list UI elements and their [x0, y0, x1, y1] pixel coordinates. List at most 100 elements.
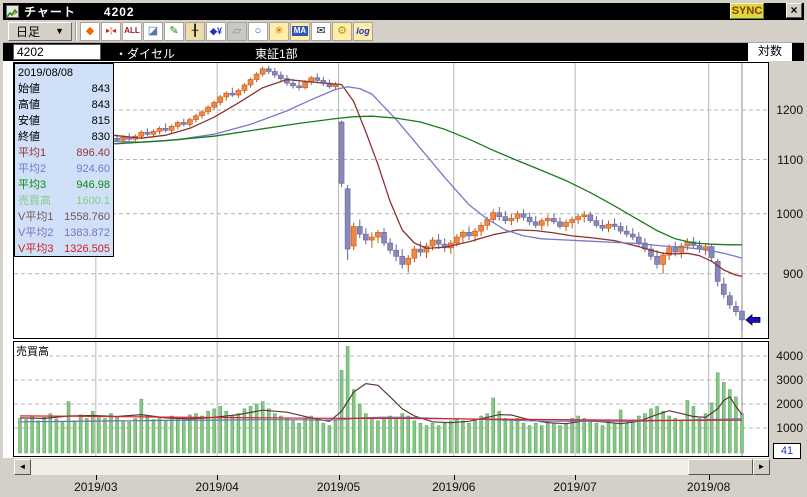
- crosshair-grid-icon[interactable]: ╂: [185, 21, 205, 41]
- info-row: 平均3 946.98: [18, 177, 110, 193]
- window-title: チャート: [24, 5, 76, 19]
- info-row-label: 高値: [18, 99, 40, 111]
- envelope-icon-glyph: ✉: [316, 24, 326, 37]
- info-row-label: 平均1: [18, 147, 47, 159]
- info-row: 高値 843: [18, 97, 110, 113]
- moving-average-icon[interactable]: MA: [290, 21, 310, 41]
- seal-icon-glyph: ✳: [274, 24, 284, 37]
- x-axis-label: 2019/05: [316, 480, 361, 494]
- moving-average-icon-glyph: MA: [291, 26, 309, 36]
- info-row: 始値 843: [18, 81, 110, 97]
- info-row-label: V平均2: [18, 227, 54, 239]
- price-volume-chart[interactable]: [3, 61, 804, 494]
- price-axis-label: 1000: [776, 206, 803, 221]
- draw-line-icon-glyph: ✎: [169, 24, 179, 37]
- eraser-icon[interactable]: ◪: [143, 21, 163, 41]
- symbol-dot: ・: [115, 47, 128, 61]
- price-axis-label: 1100: [777, 152, 803, 167]
- all-range-icon[interactable]: ALL: [122, 21, 142, 41]
- x-axis-tick: [95, 475, 97, 480]
- volume-axis-label: 3000: [776, 373, 803, 387]
- horizontal-scrollbar[interactable]: ◄ ►: [14, 459, 770, 475]
- info-row: 終値 830: [18, 129, 110, 145]
- price-axis-label: 900: [782, 266, 803, 281]
- x-axis-tick: [338, 475, 340, 480]
- scroll-right-button[interactable]: ►: [753, 459, 770, 475]
- log-scale-icon[interactable]: log: [353, 21, 373, 41]
- settings-gears-icon-glyph: ⚙: [337, 24, 347, 37]
- chevron-down-icon: ▼: [55, 26, 64, 36]
- info-row: V平均2 1383.872: [18, 225, 110, 241]
- info-row-value: 830: [91, 131, 110, 143]
- info-row-value: 1383.872: [64, 227, 110, 239]
- volume-axis-label: 2000: [776, 397, 803, 411]
- seal-icon[interactable]: ✳: [269, 21, 289, 41]
- eraser-icon-glyph: ◪: [147, 24, 159, 37]
- close-button[interactable]: ×: [786, 3, 802, 18]
- log-scale-icon-glyph: log: [356, 25, 370, 36]
- info-row-value: 896.40: [76, 147, 110, 159]
- x-axis-label: 2019/03: [74, 480, 118, 494]
- info-row-label: 始値: [18, 83, 40, 95]
- quote-date: 2019/08/08: [18, 67, 74, 79]
- x-axis-tick: [575, 475, 577, 480]
- info-row: 安値 815: [18, 113, 110, 129]
- yen-icon[interactable]: ◆¥: [206, 21, 226, 41]
- info-row-value: 1558.760: [64, 211, 110, 223]
- title-bar: チャート 4202 SYNC ×: [3, 3, 804, 20]
- toolbar-separator: [75, 21, 77, 41]
- yen-icon-glyph: ◆¥: [210, 25, 222, 36]
- magnifier-icon[interactable]: ○: [248, 21, 268, 41]
- info-row: V平均3 1326.505: [18, 241, 110, 257]
- toolbar: 日足 ▼ ◆ ▸¦◂ ALL ◪ ✎ ╂ ◆¥ ▱ ○ ✳ MA ✉ ⚙ log: [3, 20, 804, 43]
- sync-button[interactable]: SYNC: [730, 3, 764, 19]
- info-row: 平均1 896.40: [18, 145, 110, 161]
- info-row-value: 1600.1: [76, 195, 110, 207]
- info-row: V平均1 1558.760: [18, 209, 110, 225]
- ruler-icon-glyph: ▱: [232, 24, 242, 37]
- settings-gears-icon[interactable]: ⚙: [332, 21, 352, 41]
- plot-background: [3, 61, 769, 458]
- x-axis-label: 2019/07: [553, 480, 597, 494]
- info-row: 売買高 1600.1: [18, 193, 110, 209]
- info-row-label: V平均1: [18, 211, 54, 223]
- draw-line-icon[interactable]: ✎: [164, 21, 184, 41]
- x-axis-label: 2019/06: [432, 480, 476, 494]
- info-row-label: 売買高: [18, 195, 51, 207]
- symbol-name: ダイセル: [127, 47, 176, 61]
- x-axis-label: 2019/04: [195, 480, 239, 494]
- scroll-left-button[interactable]: ◄: [14, 459, 31, 475]
- volume-axis-label: 4000: [776, 349, 803, 363]
- bar-count-box: 41: [773, 443, 801, 459]
- symbol-code-input[interactable]: 4202: [13, 44, 101, 60]
- info-row-label: 平均2: [18, 163, 47, 175]
- price-axis-label: 1200: [776, 103, 803, 117]
- info-row-label: V平均3: [18, 243, 54, 255]
- info-row: 平均2 924.60: [18, 161, 110, 177]
- info-row-label: 安値: [18, 115, 40, 127]
- info-row-value: 843: [91, 99, 110, 111]
- x-axis-tick: [708, 475, 710, 480]
- timeframe-label: 日足: [16, 24, 41, 39]
- crosshair-grid-icon-glyph: ╂: [191, 24, 199, 37]
- x-axis-tick: [453, 475, 455, 480]
- info-row-value: 924.60: [76, 163, 110, 175]
- candle-zoom-icon-glyph: ◆: [85, 24, 95, 37]
- timeframe-dropdown[interactable]: 日足 ▼: [8, 21, 72, 41]
- candle-width-icon[interactable]: ▸¦◂: [101, 21, 121, 41]
- window-title-code: 4202: [103, 4, 135, 19]
- chart-region: 売買高 2019/08/08 始値 843 高値 843 安値 815 終値 830 平均1 89…: [3, 61, 804, 494]
- info-row-label: 平均3: [18, 179, 47, 191]
- x-axis-label: 2019/08: [686, 480, 731, 494]
- scrollbar-thumb[interactable]: [688, 459, 753, 475]
- info-row-value: 946.98: [76, 179, 110, 191]
- info-row-value: 1326.505: [64, 243, 110, 255]
- info-row-value: 843: [91, 83, 110, 95]
- symbol-bar: 4202 ・ ダイセル 東証1部 対数: [3, 43, 804, 61]
- envelope-icon[interactable]: ✉: [311, 21, 331, 41]
- volume-axis-label: 1000: [776, 421, 803, 435]
- candle-zoom-icon[interactable]: ◆: [80, 21, 100, 41]
- quote-info-panel: 2019/08/08 始値 843 高値 843 安値 815 終値 830 平均1 896.40…: [14, 63, 114, 257]
- ruler-icon[interactable]: ▱: [227, 21, 247, 41]
